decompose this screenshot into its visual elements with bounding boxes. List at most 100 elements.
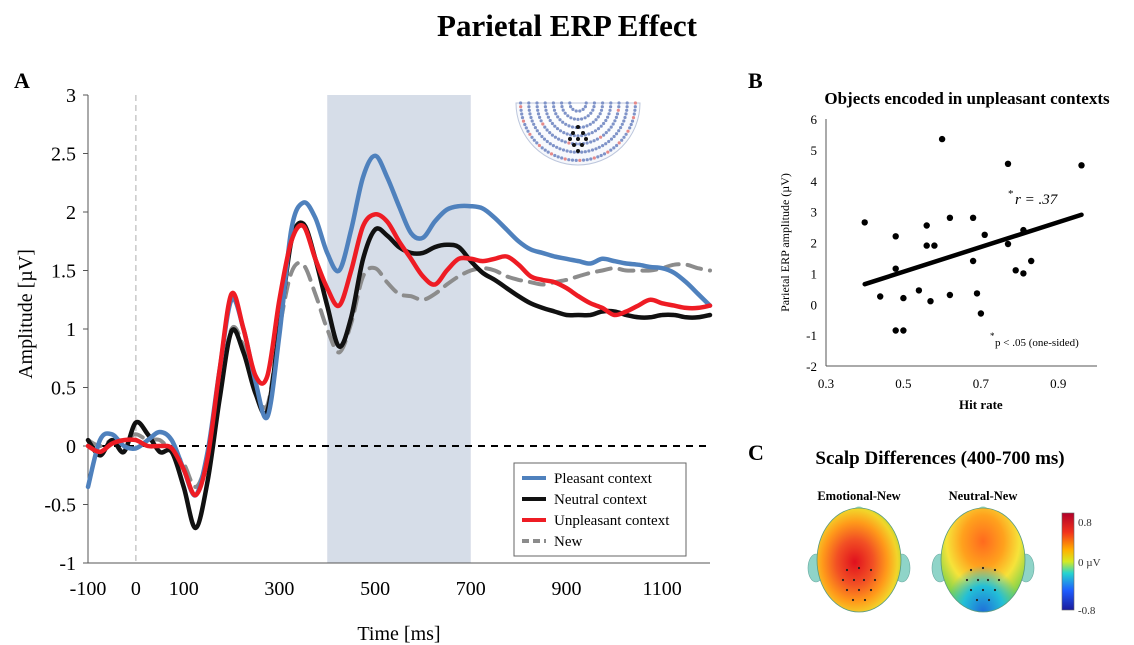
sensor-dot <box>599 153 603 158</box>
electrode-dot <box>975 598 979 602</box>
colorbar-max-label: 0.8 <box>1078 517 1092 529</box>
sensor-dot <box>565 132 569 136</box>
sensor-dot <box>529 115 533 120</box>
sensor-dot <box>535 101 539 105</box>
regression-line <box>862 212 1084 287</box>
electrode-dot <box>987 598 991 602</box>
sensor-dot <box>532 122 536 126</box>
sensor-dot <box>608 108 612 112</box>
sensor-dot <box>602 133 606 137</box>
sensor-dot <box>596 127 601 131</box>
sensor-dot <box>553 153 557 158</box>
sensor-dot <box>524 126 528 130</box>
selected-sensor-dot <box>581 131 585 135</box>
sensor-dot <box>554 112 558 116</box>
sensor-dot <box>561 148 566 152</box>
sensor-dot <box>561 120 565 124</box>
sensor-dot <box>576 117 580 121</box>
y-tick-label: 5 <box>811 143 818 158</box>
sensor-dot <box>602 152 607 156</box>
sensor-dot <box>546 150 550 154</box>
sensor-dot <box>557 137 561 141</box>
scatter-point <box>1004 240 1012 248</box>
sensor-dot <box>561 108 565 112</box>
sensor-dot <box>592 156 596 160</box>
sensor-dot <box>527 108 531 112</box>
sensor-dot <box>578 158 582 162</box>
sensor-dot <box>550 121 555 126</box>
x-tick-label: 0.3 <box>818 376 834 391</box>
sensor-dot <box>630 119 635 123</box>
sensor-dot <box>548 142 552 146</box>
electrode-dot <box>851 598 855 602</box>
sensor-dot <box>594 147 598 151</box>
electrode-dot <box>852 578 856 582</box>
sensor-dot <box>578 109 582 113</box>
sensor-dot <box>532 138 536 142</box>
scatter-point <box>1020 226 1027 234</box>
sensor-dot <box>620 138 624 142</box>
y-tick-label: 3 <box>811 205 818 220</box>
scalp-map-label-emotional: Emotional-New <box>817 489 900 503</box>
sensor-dot <box>563 140 567 144</box>
y-tick-label: 0 <box>66 436 76 458</box>
sensor-dot <box>594 118 598 122</box>
sensor-dot <box>633 108 637 112</box>
sensor-dot <box>533 126 538 130</box>
panel-b-scatter-chart: 6 5 4 3 2 1 0 -1 -20.3 0.5 0.7 0.9 Hit rate Parietal … <box>778 112 1097 412</box>
sensor-dot <box>587 132 591 136</box>
sensor-dot <box>536 112 541 116</box>
sensor-dot <box>624 112 628 116</box>
electrode-dot <box>863 598 867 602</box>
selected-sensor-dot <box>576 125 580 129</box>
sensor-dot <box>560 101 564 105</box>
sensor-dot <box>614 115 619 119</box>
sensor-dot <box>574 109 578 113</box>
y-tick-label: 1 <box>811 266 818 281</box>
sensor-dot <box>611 122 615 126</box>
sensor-dot <box>607 139 611 144</box>
sensor-dot <box>574 158 578 162</box>
legend-label-pleasant: Pleasant context <box>554 471 653 487</box>
electrode-dot <box>873 578 877 582</box>
electrode-dot <box>981 566 985 570</box>
sensor-dot <box>585 158 589 162</box>
legend-label-neutral: Neutral context <box>554 492 648 508</box>
selected-sensor-dot <box>568 137 572 141</box>
sensor-dot <box>599 108 604 112</box>
scalp-map-label-neutral: Neutral-New <box>949 489 1018 503</box>
sensor-dot <box>520 112 524 116</box>
electrode-dot <box>997 578 1001 582</box>
sensor-dot <box>570 125 575 129</box>
scatter-point <box>892 233 899 240</box>
colorbar-mid-label: 0 µV <box>1078 557 1101 569</box>
sensor-dot <box>540 146 544 150</box>
scatter-point <box>973 290 981 297</box>
r-annotation: r = .37 <box>1015 192 1059 208</box>
electrode-dot <box>993 588 997 592</box>
x-axis-label: Hit rate <box>959 397 1003 412</box>
sensor-dot <box>569 116 573 120</box>
sensor-dot <box>548 131 552 135</box>
sensor-dot <box>543 125 547 129</box>
sensor-dot <box>631 116 636 120</box>
sensor-dot <box>550 133 555 137</box>
sensor-dot <box>544 108 548 112</box>
sensor-dot <box>613 119 617 123</box>
panel-b-letter: B <box>748 68 763 93</box>
sensor-dot <box>583 150 587 154</box>
sensor-dot <box>569 150 573 154</box>
scatter-point <box>946 291 954 299</box>
sensor-dot <box>581 107 585 111</box>
sensor-dot <box>549 152 554 156</box>
x-tick-label: 500 <box>360 578 390 600</box>
scatter-point <box>1012 267 1019 274</box>
scatter-point <box>892 265 899 272</box>
sensor-dot <box>535 105 539 109</box>
selected-sensor-dot <box>571 131 575 135</box>
panel-a-erp-chart: 3 2.5 2 1.5 1 0.5 0 -0.5 -1 -100 0 100 300 500 700 900 1… <box>15 85 713 645</box>
sensor-dot <box>526 129 530 133</box>
y-tick-label: 2 <box>66 202 76 224</box>
sensor-dot <box>551 144 556 148</box>
